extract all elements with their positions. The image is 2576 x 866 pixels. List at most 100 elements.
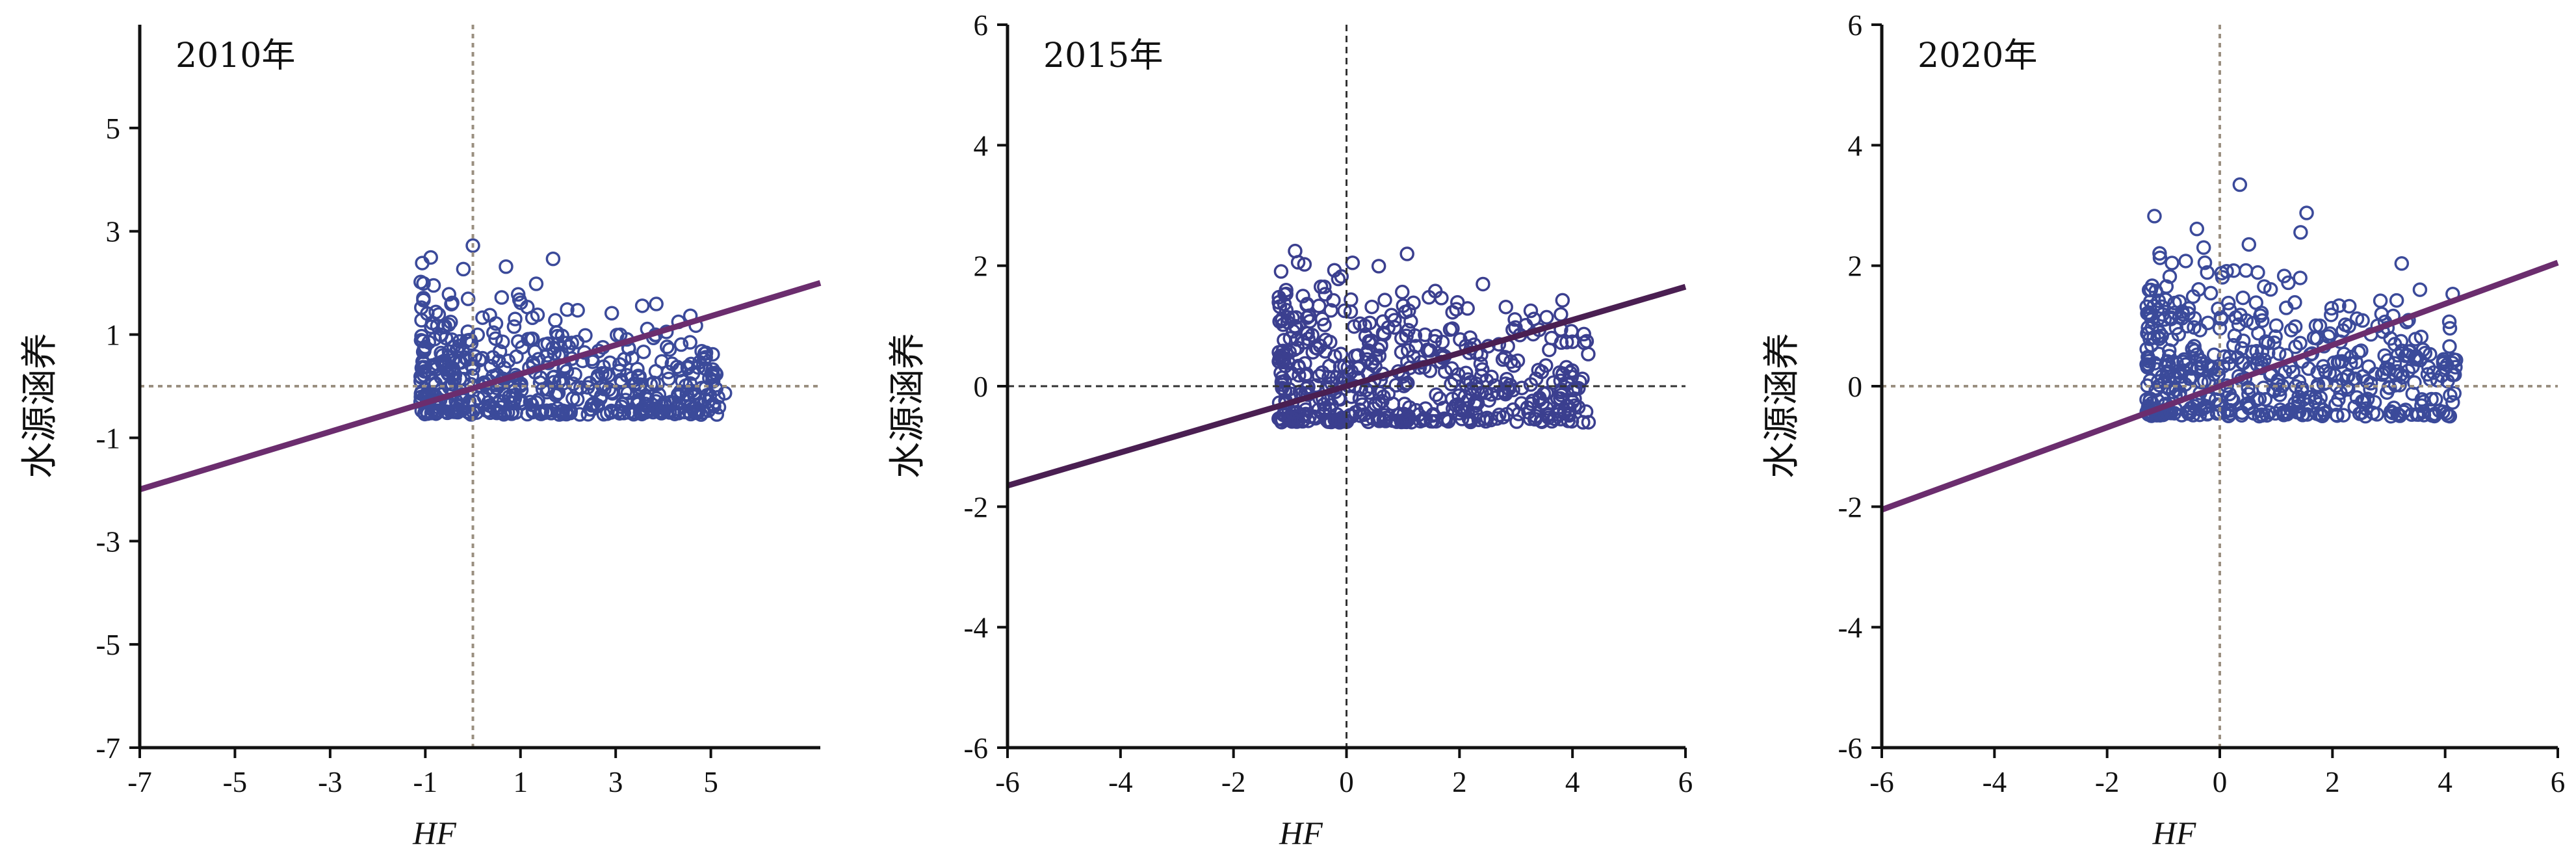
x-ticks: -6 -4 -2 0 2 4 6 (995, 748, 1693, 798)
data-point (1323, 303, 1338, 318)
data-point (683, 406, 698, 422)
data-point (493, 400, 509, 415)
data-point (2214, 265, 2230, 281)
data-point (472, 352, 487, 368)
data-point (494, 290, 510, 305)
data-point (2398, 348, 2413, 363)
data-point (486, 350, 501, 365)
data-point (1394, 284, 1410, 300)
x-tick-label: -6 (1869, 766, 1894, 798)
data-point (499, 259, 514, 274)
data-point (2324, 300, 2339, 316)
data-point (2172, 294, 2187, 309)
data-point (2141, 357, 2156, 373)
x-tick-label: 6 (2551, 766, 2566, 798)
data-point (2330, 408, 2345, 423)
regression-line (1006, 283, 1687, 489)
data-point (2139, 341, 2154, 357)
data-point (1288, 310, 1304, 325)
data-point (1298, 402, 1314, 417)
data-point (649, 391, 664, 406)
data-point (2394, 256, 2410, 271)
data-point (525, 331, 540, 347)
data-point (2205, 360, 2220, 376)
data-point (2189, 221, 2205, 237)
data-point (2443, 388, 2458, 403)
data-point (460, 324, 476, 339)
data-point (1371, 259, 1386, 274)
data-point (578, 328, 593, 343)
data-point (1368, 350, 1383, 366)
data-point (2250, 352, 2265, 367)
data-point (505, 388, 521, 403)
data-point (1288, 243, 1303, 259)
data-point (2272, 382, 2288, 397)
data-point (482, 308, 497, 323)
data-point (2367, 395, 2382, 410)
data-point (634, 298, 650, 313)
data-point (2171, 326, 2187, 342)
data-point (2261, 335, 2276, 350)
data-point (2161, 343, 2177, 358)
data-point (2390, 363, 2405, 379)
data-point (2408, 332, 2423, 347)
data-point (417, 343, 432, 359)
data-point (1384, 308, 1399, 322)
x-axis-title: HF (412, 815, 456, 851)
data-point (1362, 315, 1377, 330)
data-point (1498, 350, 1513, 365)
x-tick-label: 5 (703, 766, 718, 798)
y-ticks: -6 -4 -2 0 2 4 6 (964, 9, 1008, 765)
data-point (456, 261, 471, 277)
data-point (2373, 293, 2388, 308)
points-group (1271, 243, 1596, 430)
data-point (1295, 289, 1310, 304)
data-point (597, 382, 612, 397)
data-point (1429, 387, 1444, 402)
data-point (2165, 256, 2179, 270)
y-tick-label: 0 (974, 371, 989, 403)
data-point (683, 335, 697, 350)
data-point (2200, 315, 2216, 330)
data-point (460, 291, 476, 306)
data-point (1510, 353, 1526, 369)
data-point (2235, 290, 2250, 306)
data-point (1457, 389, 1473, 404)
data-point (600, 406, 615, 421)
data-point (2241, 237, 2257, 252)
data-point (1331, 271, 1346, 287)
data-point (2365, 405, 2380, 421)
data-point (1564, 324, 1579, 339)
x-axis-title: HF (1279, 815, 1323, 851)
data-point (2414, 398, 2429, 413)
data-point (434, 370, 449, 385)
data-point (1576, 415, 1591, 430)
data-point (501, 353, 516, 369)
data-point (604, 306, 619, 321)
data-point (554, 328, 570, 343)
panel-title: 2015年 (1043, 36, 1163, 75)
data-point (2442, 321, 2458, 336)
data-point (2267, 335, 2282, 350)
regression-line (138, 280, 822, 493)
data-point (2147, 209, 2162, 224)
y-tick-label: 3 (106, 216, 121, 248)
data-point (547, 346, 562, 361)
data-point (533, 370, 548, 386)
data-point (2426, 365, 2441, 380)
chart-panel-2020: -6 -4 -2 0 2 4 6 -6 -4 -2 0 2 4 6 2020年 HF 水源涵养 (1761, 9, 2565, 851)
data-point (1428, 328, 1443, 344)
data-point (1444, 376, 1459, 391)
data-point (2374, 306, 2389, 322)
data-point (1353, 316, 1368, 332)
data-point (1271, 295, 1286, 310)
data-point (1277, 333, 1292, 348)
x-ticks: -7 -5 -3 -1 1 3 5 (127, 748, 718, 798)
data-point (1442, 322, 1458, 337)
data-point (2279, 300, 2294, 315)
y-ticks: -7 -5 -3 -1 1 3 5 (96, 112, 140, 765)
data-point (1345, 256, 1360, 270)
x-tick-label: 4 (1565, 766, 1580, 798)
data-point (673, 337, 689, 352)
data-point (2287, 396, 2302, 411)
